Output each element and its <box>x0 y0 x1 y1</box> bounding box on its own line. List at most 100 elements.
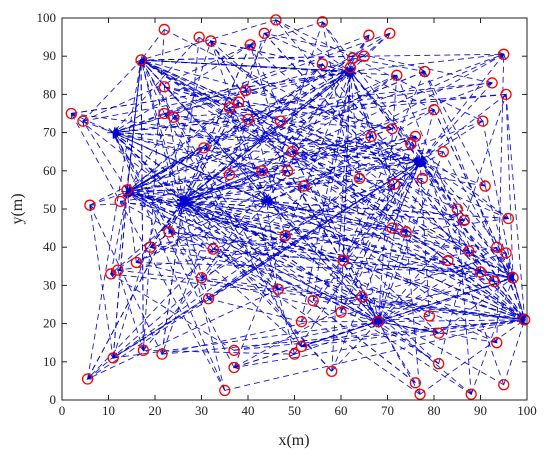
link-line <box>233 71 351 368</box>
link-line <box>266 200 449 261</box>
link-arrowhead <box>70 112 77 120</box>
link-line <box>87 59 142 380</box>
node-point <box>65 107 77 120</box>
link-line <box>378 321 497 344</box>
node-point <box>356 291 368 303</box>
link-line <box>112 132 379 323</box>
link-line <box>136 262 379 323</box>
link-line <box>117 218 509 271</box>
link-line <box>182 128 393 202</box>
link-line <box>203 147 421 162</box>
node-point <box>363 29 375 41</box>
node-point <box>84 199 96 211</box>
link-line <box>126 71 425 193</box>
node-point <box>316 16 329 28</box>
link-line <box>377 321 439 365</box>
link-line <box>250 21 323 46</box>
link-line <box>140 59 279 290</box>
link-arrowhead <box>261 170 268 177</box>
node-point <box>270 14 282 26</box>
link-line <box>414 136 505 385</box>
link-line <box>378 319 525 323</box>
link-line <box>349 71 372 137</box>
node-point <box>228 344 240 356</box>
link-line <box>168 231 379 323</box>
node-point <box>519 314 531 326</box>
link-line <box>419 94 507 162</box>
node-point <box>286 146 298 158</box>
link-line <box>249 44 288 171</box>
link-line <box>150 246 525 321</box>
link-line <box>140 59 379 322</box>
link-line <box>126 117 174 193</box>
link-line <box>182 201 333 372</box>
y-tick-label: 80 <box>43 86 56 101</box>
link-line <box>201 34 370 279</box>
link-line <box>419 109 435 162</box>
link-arrowhead <box>228 106 234 114</box>
link-line <box>113 132 465 221</box>
node-point <box>130 256 143 269</box>
link-line <box>210 40 379 322</box>
link-line <box>210 40 351 72</box>
link-line <box>233 296 363 368</box>
link-line <box>208 298 302 323</box>
link-line <box>110 273 235 351</box>
link-line <box>112 235 286 359</box>
link-arrowhead <box>247 118 254 125</box>
link-line <box>340 71 351 313</box>
link-line <box>419 160 509 219</box>
link-line <box>349 71 395 185</box>
link-line <box>143 349 295 355</box>
x-tick-label: 10 <box>102 403 115 418</box>
node-point <box>121 184 133 196</box>
y-axis-label: y(m) <box>9 193 26 224</box>
link-line <box>182 200 504 386</box>
link-line <box>419 160 458 210</box>
node-point <box>384 27 396 39</box>
y-tick-label: 40 <box>43 239 56 254</box>
node-point <box>167 111 180 123</box>
node-point <box>353 172 366 185</box>
link-line <box>127 170 263 193</box>
link-line <box>126 67 351 193</box>
link-line <box>505 252 514 278</box>
y-ticks: 0 10 20 30 40 50 60 70 80 90 100 <box>37 10 527 407</box>
link-line <box>370 136 514 279</box>
link-arrowhead <box>86 374 94 380</box>
node-point <box>507 272 519 284</box>
link-line <box>377 178 423 322</box>
node-point <box>295 340 308 353</box>
link-line <box>201 160 421 279</box>
link-line <box>294 161 421 355</box>
link-line <box>164 86 514 279</box>
link-line <box>182 71 351 202</box>
node-point <box>458 214 470 227</box>
link-line <box>303 185 481 273</box>
link-line <box>127 135 416 193</box>
nodes-layer <box>65 14 531 400</box>
link-line <box>233 319 525 368</box>
link-line <box>292 151 465 221</box>
link-line <box>377 220 465 322</box>
link-line <box>70 113 226 391</box>
link-line <box>275 19 484 122</box>
link-arrowhead <box>207 297 215 303</box>
node-point <box>372 316 384 328</box>
link-line <box>228 107 295 355</box>
node-point <box>242 113 254 125</box>
link-arrowhead <box>140 59 148 66</box>
node-point <box>500 88 512 101</box>
link-line <box>112 44 251 133</box>
link-arrowhead <box>116 266 124 273</box>
link-line <box>89 205 114 359</box>
link-line <box>229 82 493 109</box>
node-point <box>465 388 477 400</box>
y-tick-label: 90 <box>43 48 56 63</box>
node-point <box>500 247 512 259</box>
link-arrowhead <box>89 204 95 212</box>
node-point <box>288 348 301 360</box>
link-line <box>482 121 514 278</box>
link-line <box>496 247 526 320</box>
link-arrowhead <box>384 32 391 39</box>
